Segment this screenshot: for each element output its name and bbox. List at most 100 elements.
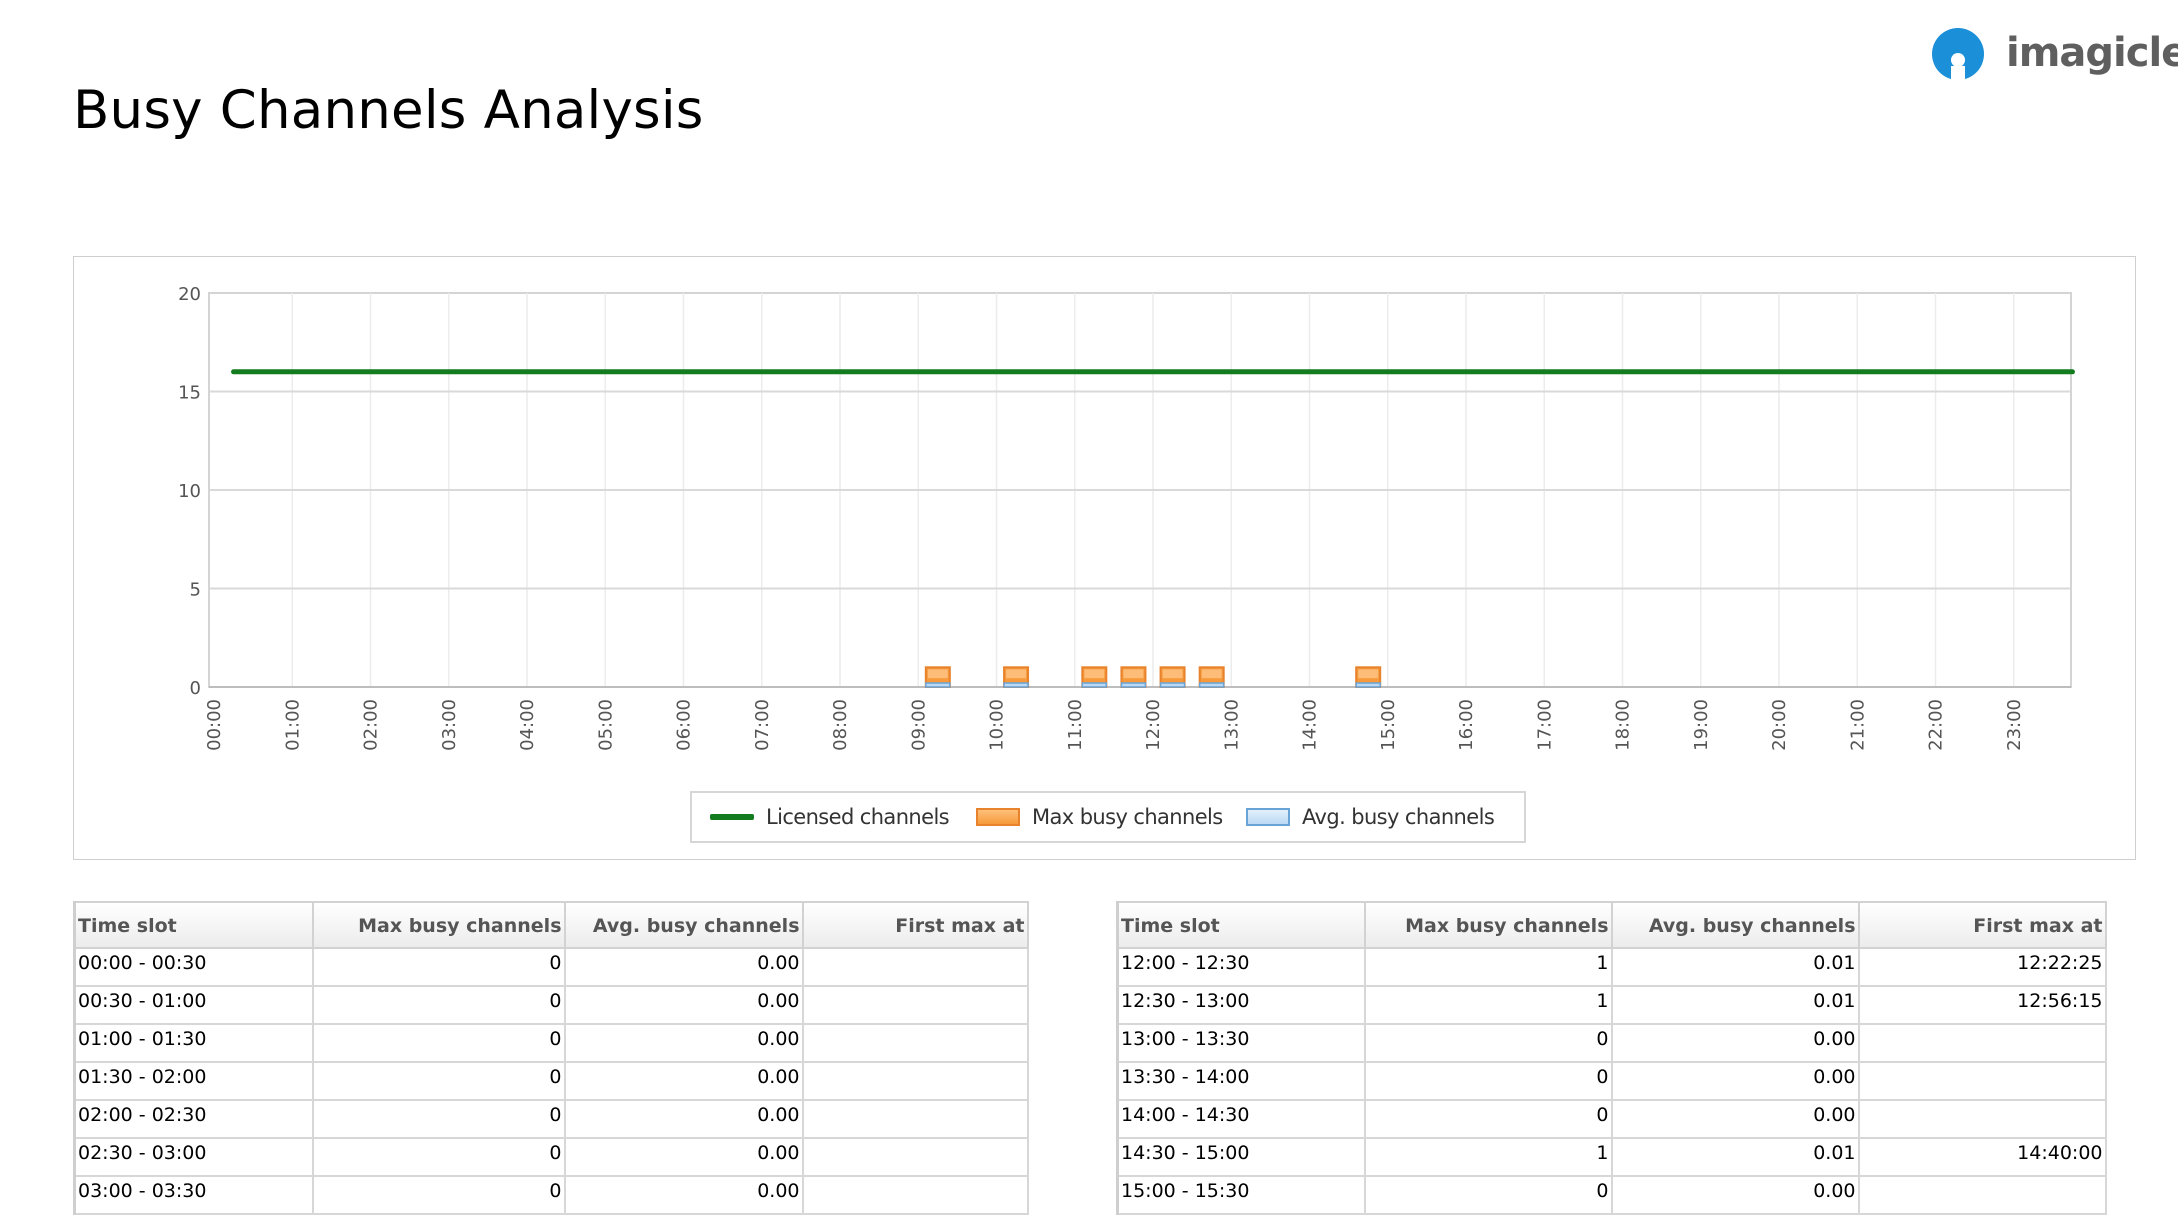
table-row: 02:00 - 02:30 0 0.00 (73, 1099, 1029, 1139)
avg-busy-cell: 0.00 (563, 1061, 804, 1101)
header-avg-busy-channels[interactable]: Avg. busy channels (563, 901, 804, 949)
x-tick-label: 09:00 (908, 699, 929, 751)
table-row: 14:30 - 15:00 1 0.01 14:40:00 (1116, 1137, 2107, 1177)
max-busy-cell: 1 (1363, 1137, 1613, 1177)
avg-busy-cell: 0.00 (563, 1175, 804, 1215)
first-max-cell (801, 1023, 1029, 1063)
max-busy-bar-highlight (1358, 669, 1379, 679)
avg-busy-bar (1120, 682, 1147, 688)
avg-busy-cell: 0.00 (563, 947, 804, 987)
avg-busy-cell: 0.00 (1610, 1023, 1860, 1063)
avg-busy-bar (1081, 682, 1108, 688)
x-tick-label: 10:00 (987, 699, 1008, 751)
legend-avg-busy-channels[interactable]: Avg. busy channels (1246, 793, 1495, 841)
first-max-cell: 12:22:25 (1857, 947, 2107, 987)
x-tick-label: 02:00 (361, 699, 382, 751)
licensed-channels-swatch (710, 814, 754, 820)
max-busy-cell: 1 (1363, 947, 1613, 987)
avg-busy-bar (1159, 682, 1186, 688)
avg-busy-cell: 0.01 (1610, 947, 1860, 987)
header-max-busy-channels[interactable]: Max busy channels (311, 901, 566, 949)
avg-busy-bar (1198, 682, 1225, 688)
time-slot-cell: 02:00 - 02:30 (73, 1099, 314, 1139)
max-busy-cell: 0 (1363, 1061, 1613, 1101)
y-tick-label: 5 (190, 580, 201, 601)
first-max-cell (801, 985, 1029, 1025)
x-tick-label: 08:00 (830, 699, 851, 751)
max-busy-bar-highlight (1123, 669, 1144, 679)
busy-channels-chart: 0 5 10 15 20 00:00 01:00 02:00 03:00 04:00 05:00 06… (73, 256, 2136, 860)
max-busy-bar-highlight (1201, 669, 1222, 679)
x-tick-label: 00:00 (204, 699, 225, 751)
max-busy-cell: 0 (311, 1137, 566, 1177)
header-max-busy-channels[interactable]: Max busy channels (1363, 901, 1613, 949)
x-tick-label: 15:00 (1378, 699, 1399, 751)
first-max-cell (801, 1175, 1029, 1215)
chart-legend: Licensed channels Max busy channels Avg.… (690, 791, 1526, 843)
header-avg-busy-channels[interactable]: Avg. busy channels (1610, 901, 1860, 949)
table-row: 14:00 - 14:30 0 0.00 (1116, 1099, 2107, 1139)
x-tick-label: 22:00 (1926, 699, 1947, 751)
avg-busy-cell: 0.00 (563, 1023, 804, 1063)
x-tick-label: 20:00 (1769, 699, 1790, 751)
max-busy-cell: 1 (1363, 985, 1613, 1025)
max-busy-cell: 0 (1363, 1099, 1613, 1139)
table-row: 13:30 - 14:00 0 0.00 (1116, 1061, 2107, 1101)
legend-licensed-channels[interactable]: Licensed channels (710, 793, 950, 841)
x-tick-label: 16:00 (1456, 699, 1477, 751)
table-row: 15:00 - 15:30 0 0.00 (1116, 1175, 2107, 1215)
time-slot-cell: 00:30 - 01:00 (73, 985, 314, 1025)
avg-busy-cell: 0.00 (563, 985, 804, 1025)
first-max-cell (1857, 1175, 2107, 1215)
y-tick-label: 15 (178, 383, 201, 404)
x-tick-label: 19:00 (1691, 699, 1712, 751)
avg-busy-cell: 0.00 (563, 1137, 804, 1177)
max-busy-bar-highlight (1084, 669, 1105, 679)
table-row: 01:30 - 02:00 0 0.00 (73, 1061, 1029, 1101)
table-row: 00:30 - 01:00 0 0.00 (73, 985, 1029, 1025)
header-time-slot[interactable]: Time slot (73, 901, 314, 949)
y-tick-label: 10 (178, 481, 201, 502)
x-tick-label: 23:00 (2004, 699, 2025, 751)
x-tick-label: 06:00 (674, 699, 695, 751)
time-slot-cell: 01:30 - 02:00 (73, 1061, 314, 1101)
first-max-cell (801, 1061, 1029, 1101)
legend-label: Licensed channels (766, 805, 950, 829)
header-time-slot[interactable]: Time slot (1116, 901, 1366, 949)
header-first-max-at[interactable]: First max at (801, 901, 1029, 949)
time-slot-cell: 00:00 - 00:30 (73, 947, 314, 987)
x-tick-label: 14:00 (1300, 699, 1321, 751)
x-tick-label: 21:00 (1847, 699, 1868, 751)
x-tick-label: 07:00 (752, 699, 773, 751)
first-max-cell (1857, 1061, 2107, 1101)
time-slot-table-right: Time slot Max busy channels Avg. busy ch… (1116, 901, 2107, 1215)
x-tick-label: 11:00 (1065, 699, 1086, 751)
table-row: 13:00 - 13:30 0 0.00 (1116, 1023, 2107, 1063)
max-busy-bar-highlight (1006, 669, 1027, 679)
max-busy-channels-swatch (976, 808, 1020, 826)
page-title: Busy Channels Analysis (73, 80, 704, 141)
avg-busy-cell: 0.00 (563, 1099, 804, 1139)
max-busy-cell: 0 (1363, 1175, 1613, 1215)
y-tick-label: 0 (190, 678, 201, 699)
avg-busy-cell: 0.00 (1610, 1175, 1860, 1215)
x-tick-label: 12:00 (1143, 699, 1164, 751)
time-slot-cell: 12:00 - 12:30 (1116, 947, 1366, 987)
max-busy-cell: 0 (311, 1023, 566, 1063)
avg-busy-cell: 0.01 (1610, 1137, 1860, 1177)
first-max-cell (1857, 1023, 2107, 1063)
x-tick-label: 17:00 (1534, 699, 1555, 751)
legend-max-busy-channels[interactable]: Max busy channels (976, 793, 1223, 841)
avg-busy-bar (925, 682, 951, 688)
avg-busy-cell: 0.00 (1610, 1099, 1860, 1139)
max-busy-cell: 0 (311, 1099, 566, 1139)
y-tick-label: 20 (178, 284, 201, 305)
first-max-cell (801, 947, 1029, 987)
time-slot-cell: 02:30 - 03:00 (73, 1137, 314, 1177)
chart-canvas: 0 5 10 15 20 00:00 01:00 02:00 03:00 04:00 05:00 06… (178, 284, 2075, 751)
header-first-max-at[interactable]: First max at (1857, 901, 2107, 949)
x-tick-label: 05:00 (595, 699, 616, 751)
avg-busy-channels-swatch (1246, 808, 1290, 826)
x-tick-label: 04:00 (517, 699, 538, 751)
time-slot-table-left: Time slot Max busy channels Avg. busy ch… (73, 901, 1029, 1215)
